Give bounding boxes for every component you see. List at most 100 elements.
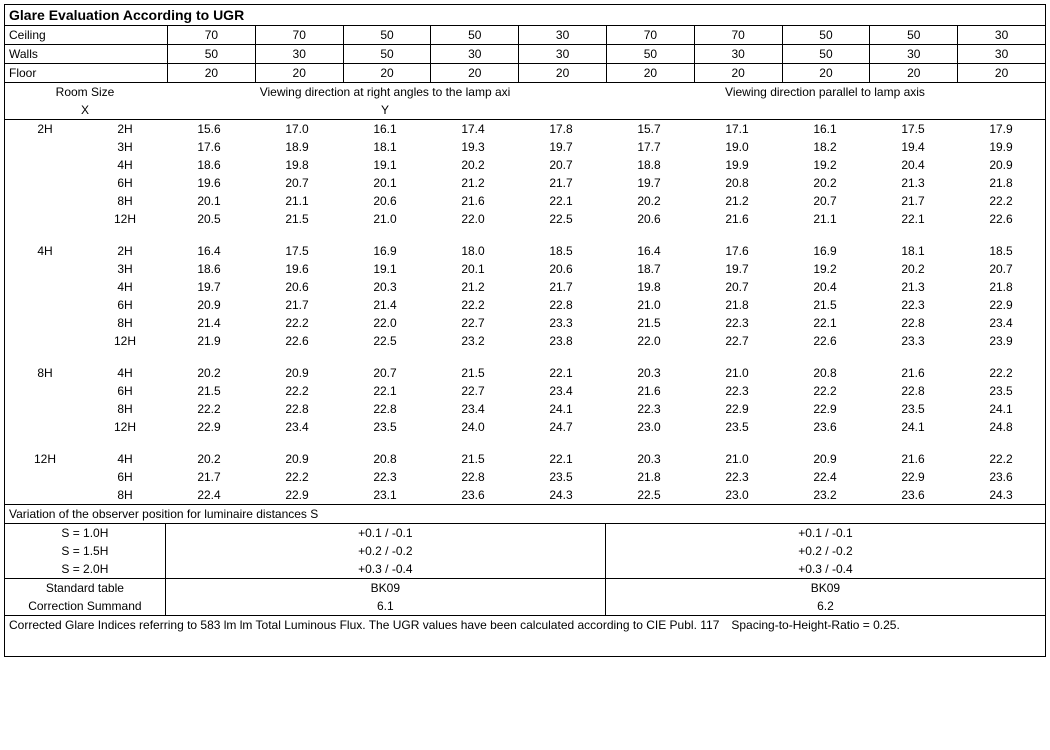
var-s-2: S = 2.0H	[5, 560, 165, 579]
ugr-value: 24.0	[429, 418, 517, 436]
correction-summand-label: Correction Summand	[5, 597, 165, 615]
ugr-value: 17.5	[869, 120, 957, 138]
ugr-value: 23.9	[957, 332, 1045, 350]
ugr-value: 16.9	[781, 242, 869, 260]
ugr-value: 20.2	[429, 156, 517, 174]
room-y: 3H	[85, 138, 165, 156]
ugr-value: 24.8	[957, 418, 1045, 436]
room-x	[5, 468, 85, 486]
ugr-value: 23.4	[957, 314, 1045, 332]
ugr-value: 22.1	[341, 382, 429, 400]
room-y: 6H	[85, 174, 165, 192]
ugr-value: 24.3	[517, 486, 605, 504]
ugr-value: 22.9	[253, 486, 341, 504]
ugr-value: 23.4	[253, 418, 341, 436]
ugr-value: 17.9	[957, 120, 1045, 138]
ugr-value: 22.6	[781, 332, 869, 350]
ugr-value: 19.9	[957, 138, 1045, 156]
ugr-value: 22.8	[869, 314, 957, 332]
ceiling-1: 70	[255, 26, 343, 45]
ugr-value: 21.1	[253, 192, 341, 210]
ugr-value: 23.0	[605, 418, 693, 436]
room-x	[5, 174, 85, 192]
ugr-value: 20.2	[165, 364, 253, 382]
ceiling-label: Ceiling	[5, 26, 168, 45]
corr-left: 6.1	[165, 597, 605, 615]
room-x: 8H	[5, 364, 85, 382]
ugr-value: 22.2	[253, 468, 341, 486]
room-x: 4H	[5, 242, 85, 260]
ugr-value: 22.9	[165, 418, 253, 436]
ugr-value: 19.7	[517, 138, 605, 156]
ugr-value: 21.5	[605, 314, 693, 332]
ugr-value: 22.0	[429, 210, 517, 228]
floor-label: Floor	[5, 64, 168, 83]
ugr-value: 20.6	[253, 278, 341, 296]
ugr-value: 23.4	[429, 400, 517, 418]
ugr-value: 21.5	[165, 382, 253, 400]
ugr-value: 19.1	[341, 156, 429, 174]
ugr-value: 22.2	[957, 450, 1045, 468]
floor-8: 20	[870, 64, 958, 83]
var-l-1: +0.2 / -0.2	[165, 542, 605, 560]
room-y: 4H	[85, 278, 165, 296]
ugr-value: 16.9	[341, 242, 429, 260]
ugr-value: 21.5	[429, 450, 517, 468]
ugr-value: 22.2	[957, 192, 1045, 210]
ugr-value: 19.2	[781, 260, 869, 278]
ugr-value: 18.8	[605, 156, 693, 174]
ugr-value: 20.3	[605, 364, 693, 382]
ugr-value: 19.0	[693, 138, 781, 156]
room-x	[5, 486, 85, 504]
ugr-value: 20.7	[341, 364, 429, 382]
ugr-value: 20.1	[165, 192, 253, 210]
room-x	[5, 332, 85, 350]
room-x	[5, 296, 85, 314]
ugr-value: 23.8	[517, 332, 605, 350]
ceiling-8: 50	[870, 26, 958, 45]
room-y: 3H	[85, 260, 165, 278]
room-x	[5, 382, 85, 400]
ugr-value: 23.3	[517, 314, 605, 332]
floor-5: 20	[606, 64, 694, 83]
room-y: 2H	[85, 242, 165, 260]
ugr-value: 23.3	[869, 332, 957, 350]
ugr-value: 22.3	[341, 468, 429, 486]
ugr-value: 22.8	[341, 400, 429, 418]
walls-3: 30	[431, 45, 519, 64]
ugr-value: 23.5	[869, 400, 957, 418]
ugr-value: 22.6	[957, 210, 1045, 228]
ugr-value: 18.9	[253, 138, 341, 156]
ugr-value: 21.8	[693, 296, 781, 314]
ugr-value: 20.7	[517, 156, 605, 174]
ugr-value: 22.1	[869, 210, 957, 228]
ugr-value: 16.1	[341, 120, 429, 138]
ugr-value: 22.7	[429, 382, 517, 400]
room-y: 8H	[85, 192, 165, 210]
ugr-value: 22.2	[165, 400, 253, 418]
ugr-value: 18.1	[341, 138, 429, 156]
ugr-value: 22.3	[693, 382, 781, 400]
ugr-value: 23.4	[517, 382, 605, 400]
ugr-value: 22.1	[517, 192, 605, 210]
ugr-value: 21.5	[781, 296, 869, 314]
ugr-value: 22.2	[957, 364, 1045, 382]
room-x	[5, 260, 85, 278]
std-right: BK09	[605, 579, 1045, 598]
var-r-1: +0.2 / -0.2	[605, 542, 1045, 560]
ugr-value: 21.7	[253, 296, 341, 314]
ugr-value: 20.1	[429, 260, 517, 278]
ugr-value: 21.9	[165, 332, 253, 350]
ugr-value: 21.8	[605, 468, 693, 486]
ugr-value: 22.4	[781, 468, 869, 486]
ugr-value: 18.0	[429, 242, 517, 260]
ugr-value: 20.8	[693, 174, 781, 192]
ugr-value: 22.6	[253, 332, 341, 350]
ugr-value: 22.9	[869, 468, 957, 486]
ugr-value: 18.5	[957, 242, 1045, 260]
ugr-value: 20.1	[341, 174, 429, 192]
ugr-value: 22.7	[429, 314, 517, 332]
ugr-value: 24.1	[957, 400, 1045, 418]
ugr-value: 21.6	[869, 450, 957, 468]
ugr-value: 24.7	[517, 418, 605, 436]
